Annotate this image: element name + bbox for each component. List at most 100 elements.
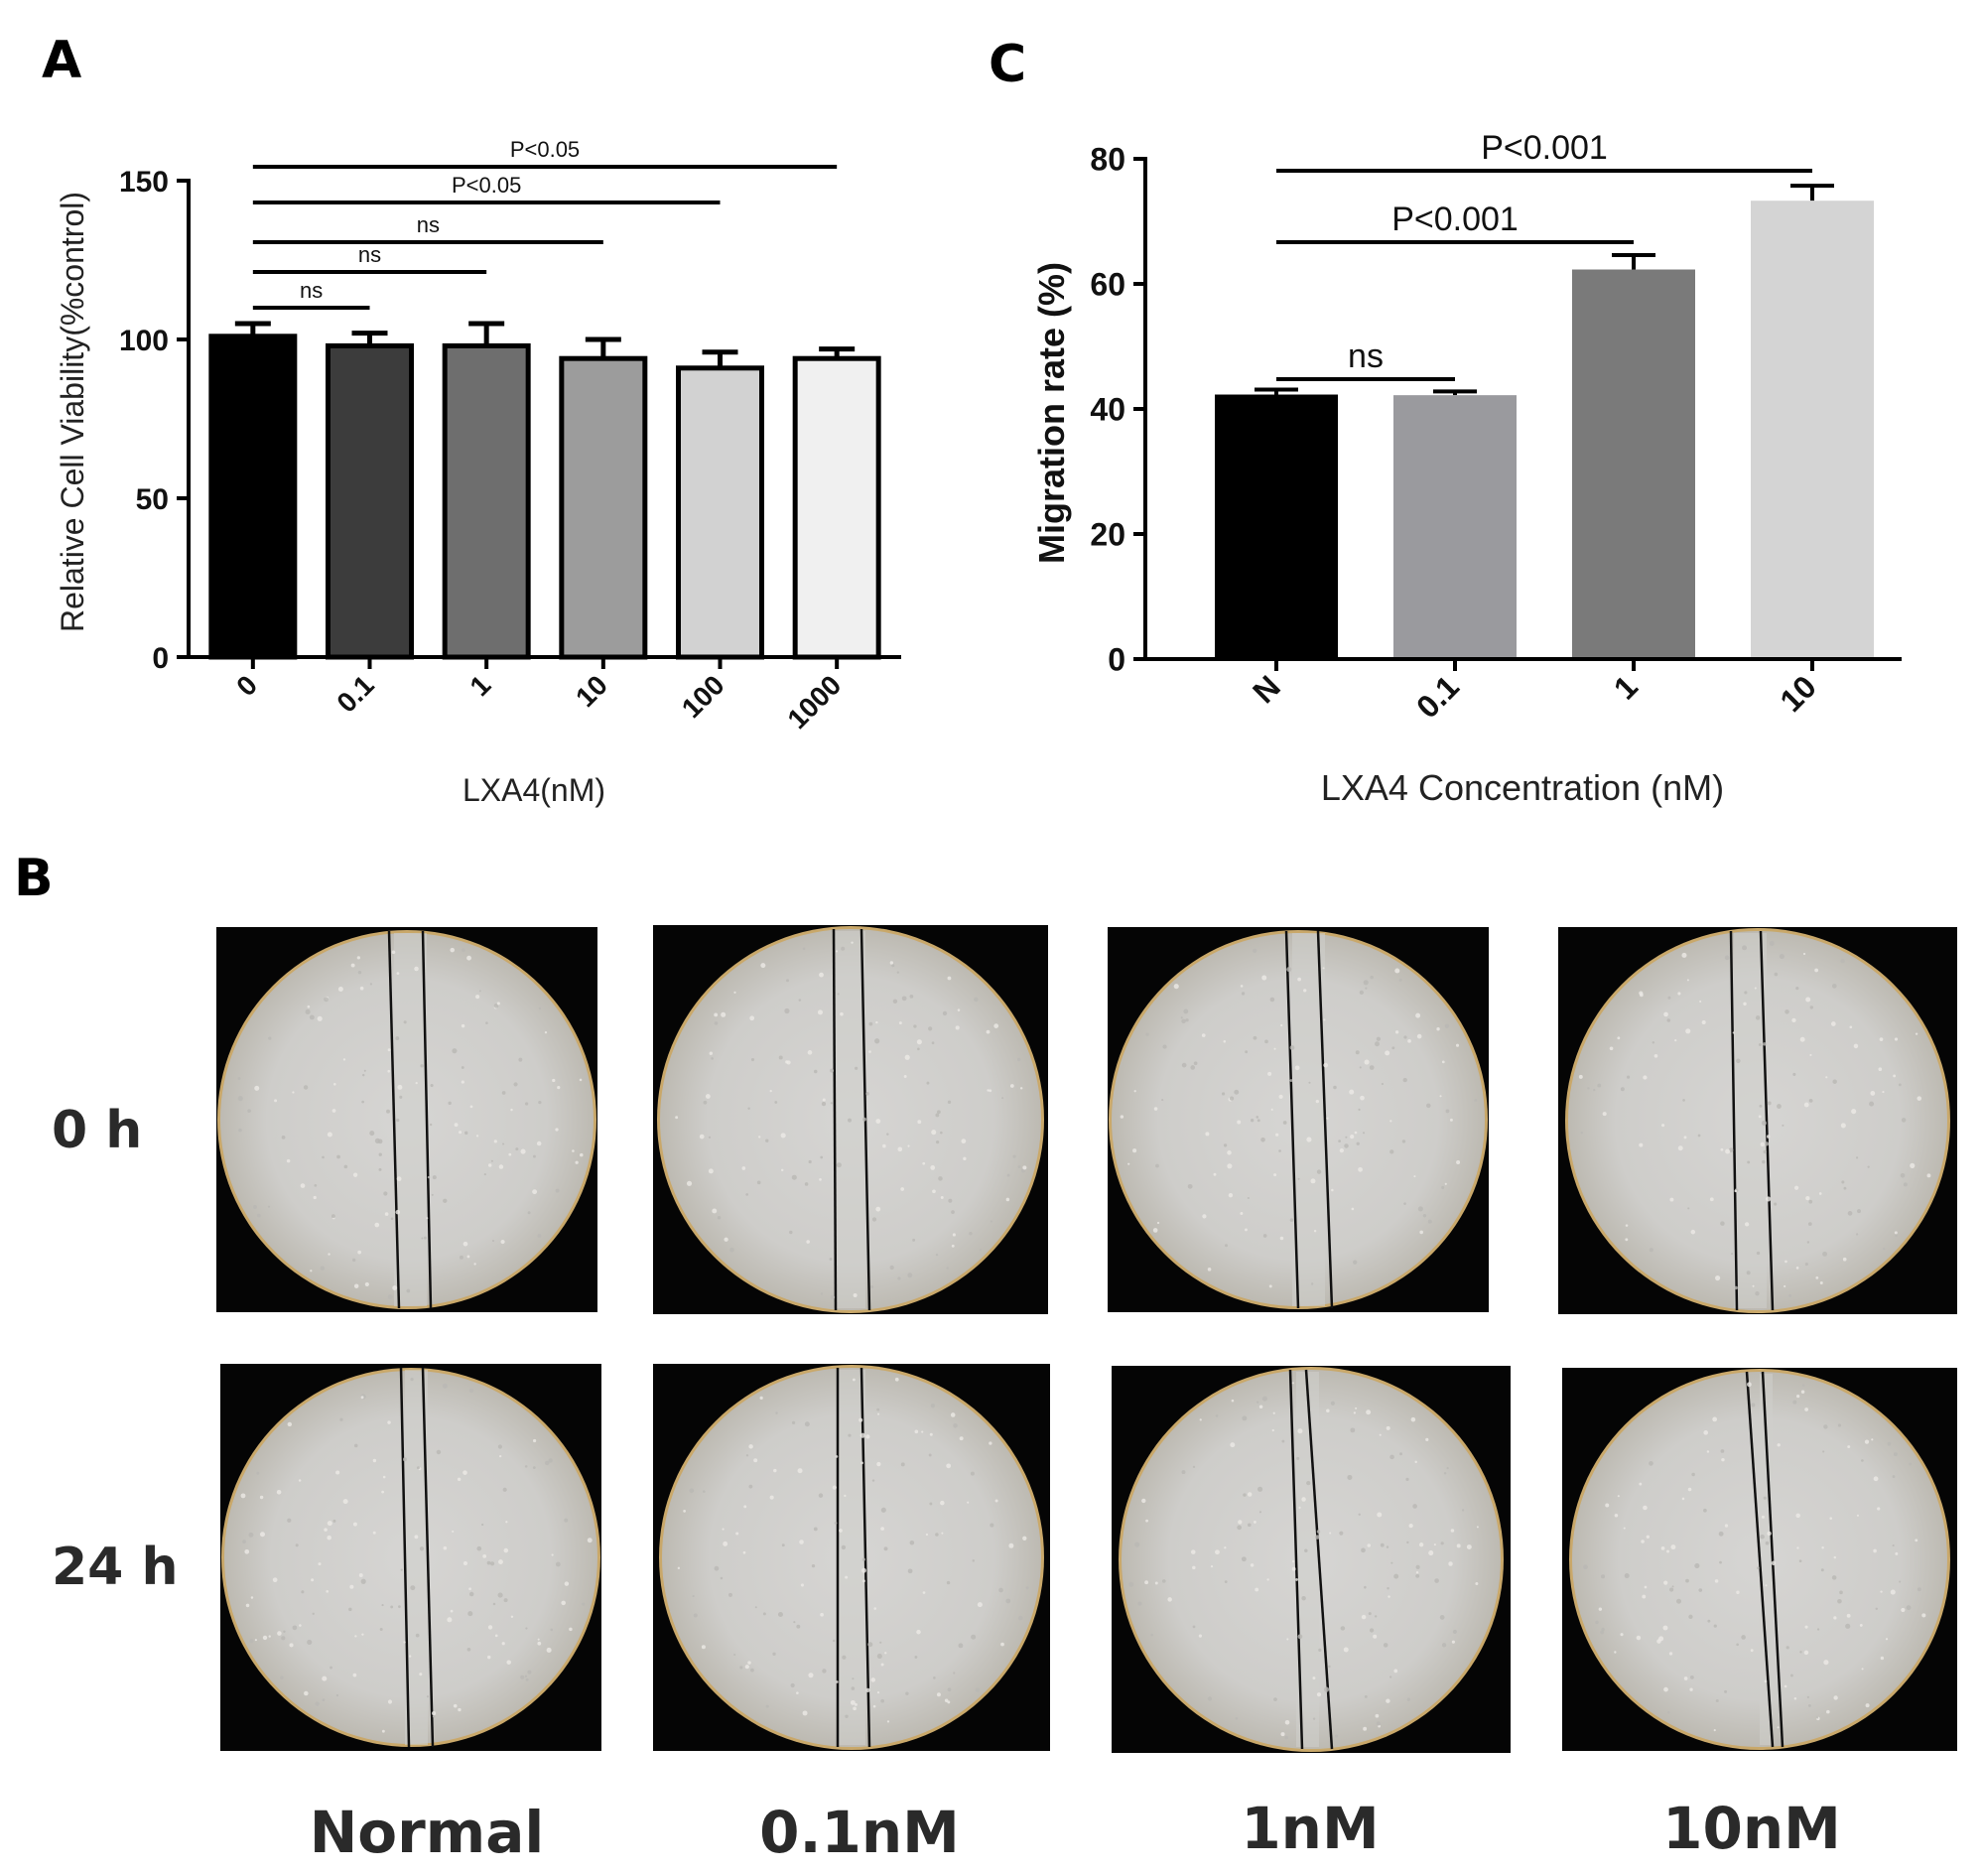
- cell-speck: [1763, 1149, 1767, 1154]
- cell-speck: [550, 1628, 553, 1632]
- cell-speck: [1855, 1156, 1859, 1159]
- bar: [1572, 269, 1695, 659]
- cell-speck: [1202, 1214, 1207, 1219]
- cell-speck: [798, 999, 802, 1002]
- cell-speck: [1767, 1531, 1772, 1537]
- cell-speck: [468, 1591, 474, 1597]
- cell-speck: [1001, 1097, 1004, 1100]
- cell-speck: [328, 1253, 330, 1256]
- cell-speck: [804, 1182, 809, 1186]
- cell-speck: [245, 1603, 250, 1608]
- cell-speck: [390, 1605, 394, 1609]
- cell-speck: [699, 1134, 705, 1139]
- cell-speck: [322, 1675, 328, 1681]
- cell-speck: [268, 1036, 272, 1040]
- cell-speck: [1145, 1519, 1148, 1523]
- cell-speck: [898, 1021, 902, 1025]
- cell-speck: [400, 1568, 403, 1571]
- cell-speck: [1736, 1058, 1741, 1064]
- cell-speck: [861, 1117, 866, 1122]
- cell-speck: [1273, 1173, 1277, 1177]
- cell-speck: [372, 1531, 376, 1535]
- cell-speck: [1456, 1543, 1461, 1548]
- cell-speck: [1253, 1521, 1256, 1524]
- cell-speck: [1334, 1734, 1339, 1738]
- cell-speck: [876, 1691, 880, 1694]
- cell-speck: [853, 1378, 856, 1382]
- cell-speck: [532, 1154, 536, 1158]
- cell-speck: [1350, 1135, 1355, 1139]
- cell-speck: [872, 1704, 876, 1708]
- cell-speck: [510, 1615, 514, 1618]
- cell-speck: [886, 1720, 890, 1723]
- cell-speck: [1333, 1085, 1337, 1090]
- cell-speck: [1428, 1550, 1434, 1556]
- cell-speck: [1900, 1172, 1906, 1178]
- cell-speck: [281, 1135, 286, 1139]
- cell-speck: [1289, 1218, 1294, 1222]
- cell-speck: [1374, 1615, 1378, 1618]
- cell-speck: [1387, 1586, 1389, 1590]
- cell-speck: [363, 1069, 366, 1072]
- micrograph-tile: [653, 925, 1048, 1314]
- cell-speck: [419, 1546, 425, 1551]
- cell-speck: [916, 1629, 921, 1635]
- cell-speck: [1273, 1047, 1276, 1050]
- cell-speck: [320, 1266, 326, 1271]
- cell-speck: [1597, 1083, 1602, 1088]
- cell-speck: [280, 1675, 284, 1679]
- scratch-edge-line: [1761, 1371, 1785, 1748]
- cell-speck: [1198, 1634, 1202, 1638]
- cell-speck: [538, 1006, 541, 1010]
- cell-speck: [845, 1575, 849, 1579]
- cell-speck: [1667, 1711, 1670, 1714]
- cell-speck: [399, 1095, 403, 1099]
- cell-speck: [1877, 1507, 1881, 1511]
- cell-speck: [256, 1471, 260, 1475]
- cell-speck: [481, 1523, 484, 1527]
- cell-speck: [922, 1591, 926, 1594]
- cell-speck: [1456, 1159, 1461, 1164]
- cell-speck: [1894, 1452, 1898, 1457]
- cell-speck: [1181, 1470, 1186, 1475]
- cell-speck: [1725, 1148, 1731, 1154]
- cell-speck: [259, 1495, 264, 1500]
- cell-speck: [1229, 1096, 1235, 1101]
- cell-speck: [1793, 1185, 1799, 1190]
- cell-speck: [1412, 1504, 1417, 1509]
- cell-speck: [1784, 1684, 1787, 1688]
- cell-speck: [1279, 1236, 1284, 1241]
- y-tick-label: 50: [136, 483, 169, 516]
- cell-speck: [537, 1234, 542, 1238]
- cell-speck: [859, 1417, 863, 1422]
- cell-speck: [1652, 1041, 1655, 1044]
- cell-speck: [686, 1180, 693, 1186]
- cell-speck: [1187, 1183, 1193, 1189]
- cell-speck: [720, 1576, 724, 1580]
- cell-speck: [880, 1527, 884, 1531]
- cell-speck: [1760, 1141, 1766, 1147]
- cell-speck: [883, 1546, 888, 1551]
- cell-speck: [1193, 1061, 1198, 1066]
- cell-speck: [957, 1008, 961, 1011]
- cell-speck: [348, 1607, 352, 1612]
- cell-speck: [485, 1021, 488, 1025]
- cell-speck: [1377, 1512, 1383, 1518]
- cell-speck: [1873, 1476, 1879, 1482]
- x-tick-label: 100: [676, 669, 730, 724]
- cell-speck: [756, 1180, 761, 1185]
- cell-speck: [1323, 1018, 1326, 1021]
- cell-speck: [1207, 1268, 1212, 1272]
- cell-speck: [1418, 1542, 1424, 1547]
- cell-speck: [933, 1676, 936, 1679]
- comparison-label: ns: [1348, 337, 1384, 375]
- cell-speck: [1803, 1650, 1809, 1656]
- cell-speck: [430, 1083, 434, 1088]
- micrograph-tile: [220, 1364, 601, 1751]
- cell-speck: [448, 1101, 452, 1105]
- cell-speck: [765, 1139, 769, 1142]
- cell-speck: [1343, 1647, 1349, 1653]
- cell-speck: [1620, 1087, 1625, 1092]
- cell-speck: [808, 1673, 814, 1678]
- cell-speck: [959, 1436, 964, 1441]
